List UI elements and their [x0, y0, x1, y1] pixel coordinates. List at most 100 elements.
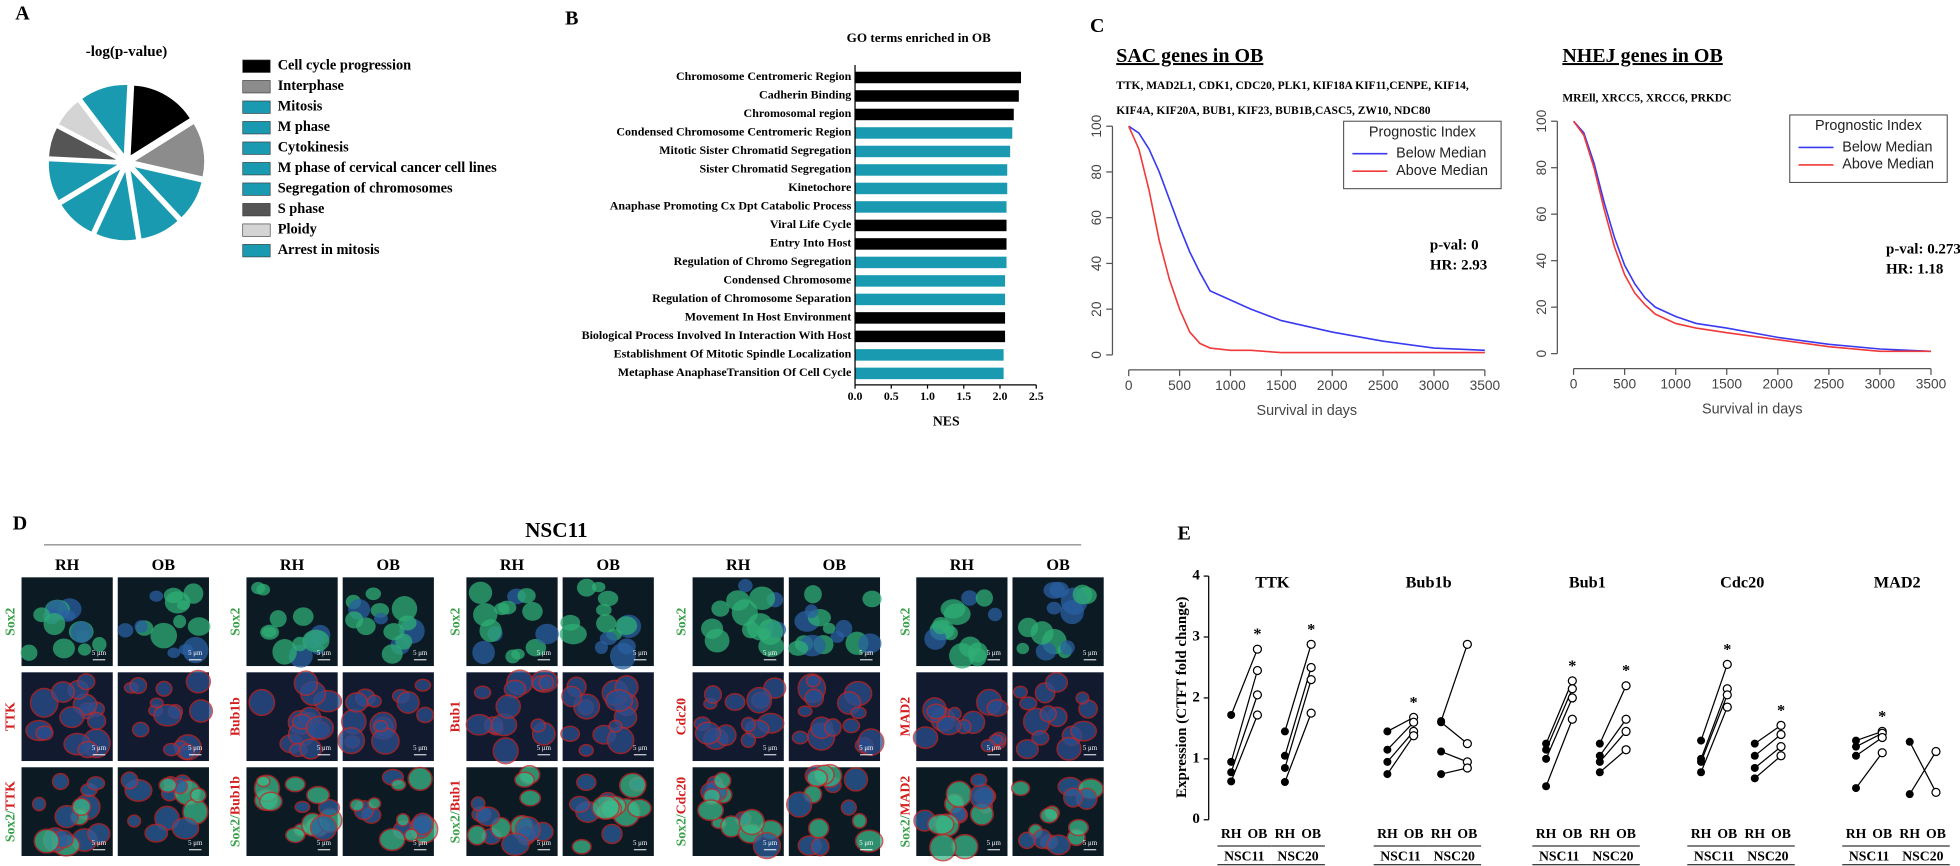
nucleus [840, 799, 857, 816]
nucleus [568, 795, 591, 813]
scale-bar-label: 5 μm [633, 745, 648, 752]
micrograph: 5 μm [788, 577, 882, 667]
subgroup-label: NSC11 [1380, 848, 1421, 863]
x-tick-label: 2000 [1763, 377, 1794, 392]
nucleus [926, 813, 955, 836]
legend-label: Mitosis [278, 99, 323, 115]
x-tick-label: 3000 [1419, 378, 1450, 393]
pair-line [1440, 721, 1468, 745]
y-tick-label: 3 [1192, 628, 1200, 644]
nucleus [1015, 739, 1039, 760]
x-tick-label: 2500 [1814, 377, 1845, 392]
significance: * [1622, 662, 1630, 680]
x-tick-label: 2500 [1368, 378, 1399, 393]
pair-line [1700, 688, 1728, 760]
nucleus [596, 614, 617, 634]
group-title: Bub1b [1406, 573, 1452, 591]
pair-line [1230, 648, 1259, 716]
pair-line [1230, 670, 1259, 763]
nucleus [162, 742, 180, 757]
legend-swatch [242, 203, 271, 217]
rh-dot [1227, 768, 1236, 777]
nucleus [153, 703, 183, 727]
nucleus [1018, 617, 1039, 638]
micrograph: 5 μm [692, 767, 784, 860]
ob-dot [1252, 710, 1263, 720]
nucleus [178, 743, 195, 760]
nucleus [92, 636, 107, 652]
x-tick-label: 1000 [1215, 378, 1246, 393]
gene-name: Bub1 [448, 701, 463, 732]
ob-dot [1567, 714, 1577, 724]
micrograph: 5 μm [788, 672, 885, 762]
nucleus [144, 823, 169, 843]
rh-dot [1280, 727, 1289, 736]
nucleus [77, 740, 99, 759]
bar [855, 90, 1019, 102]
rh-dot [1383, 745, 1392, 754]
nucleus [928, 833, 957, 862]
category-label: Movement In Host Environment [685, 310, 852, 324]
nucleus [260, 624, 280, 640]
bar [855, 71, 1022, 84]
nucleus [961, 590, 978, 606]
legend-swatch [242, 80, 271, 94]
nucleus [134, 620, 148, 633]
legend-label: Below Median [1842, 139, 1932, 155]
scale-bar-label: 5 μm [763, 650, 778, 657]
pair-label: RH [1377, 826, 1398, 841]
bar [855, 145, 1011, 158]
nucleus [627, 798, 652, 818]
nucleus [912, 726, 939, 750]
nucleus [33, 828, 60, 854]
rh-dot [1227, 757, 1236, 766]
category-label: Chromosome Centromeric Region [676, 69, 852, 83]
rh-dot [1383, 727, 1392, 736]
nucleus [475, 806, 501, 827]
legend-swatch [242, 244, 271, 258]
bar [855, 330, 1006, 343]
pair-line [1386, 735, 1415, 775]
row-label: Bub1 [448, 701, 463, 732]
x-tick-label: 3500 [1470, 378, 1501, 393]
gene-name: TTK [3, 702, 18, 731]
nucleus [926, 703, 947, 720]
pie-slice [93, 165, 139, 243]
gene-name: MAD2 [897, 697, 912, 737]
scale-bar-label: 5 μm [987, 650, 1002, 657]
pair-label: RH [1590, 826, 1611, 841]
nucleus [1067, 818, 1090, 837]
ob-dot [1722, 702, 1732, 712]
scale-bar-label: 5 μm [537, 650, 552, 657]
nucleus [970, 773, 988, 788]
nucleus [77, 643, 92, 656]
group-title: Bub1 [1569, 573, 1606, 591]
y-axis-label: Expression (CTFT fold change) [1174, 597, 1190, 798]
micrograph: 5 μm [20, 577, 113, 667]
scale-bar-label: 5 μm [859, 745, 874, 752]
scale-bar-label: 5 μm [188, 840, 203, 847]
nucleus [851, 812, 868, 829]
subgroup-label: NSC11 [1694, 848, 1735, 863]
micrograph: 5 μm [246, 767, 343, 857]
gene-name: Bub1b [228, 697, 243, 736]
x-tick-label: 0 [1125, 378, 1133, 393]
legend-swatch [242, 100, 271, 114]
bar [855, 238, 1007, 250]
nucleus [127, 814, 142, 828]
nucleus [494, 602, 510, 616]
nucleus [398, 615, 417, 631]
subgroup-label: NSC20 [1747, 848, 1788, 863]
rh-dot [1437, 747, 1446, 756]
panel-label: E [1177, 522, 1190, 544]
pair-line [1386, 721, 1415, 751]
bar [855, 256, 1007, 269]
subgroup-label: NSC11 [1224, 848, 1265, 863]
nucleus [1046, 601, 1062, 615]
stain-name: Sox2 [448, 815, 463, 843]
nucleus [843, 767, 869, 792]
scale-bar-label: 5 μm [317, 745, 332, 752]
row-label: Sox2 [228, 607, 243, 635]
nucleus [561, 685, 583, 708]
micrograph: 5 μm [560, 672, 654, 762]
